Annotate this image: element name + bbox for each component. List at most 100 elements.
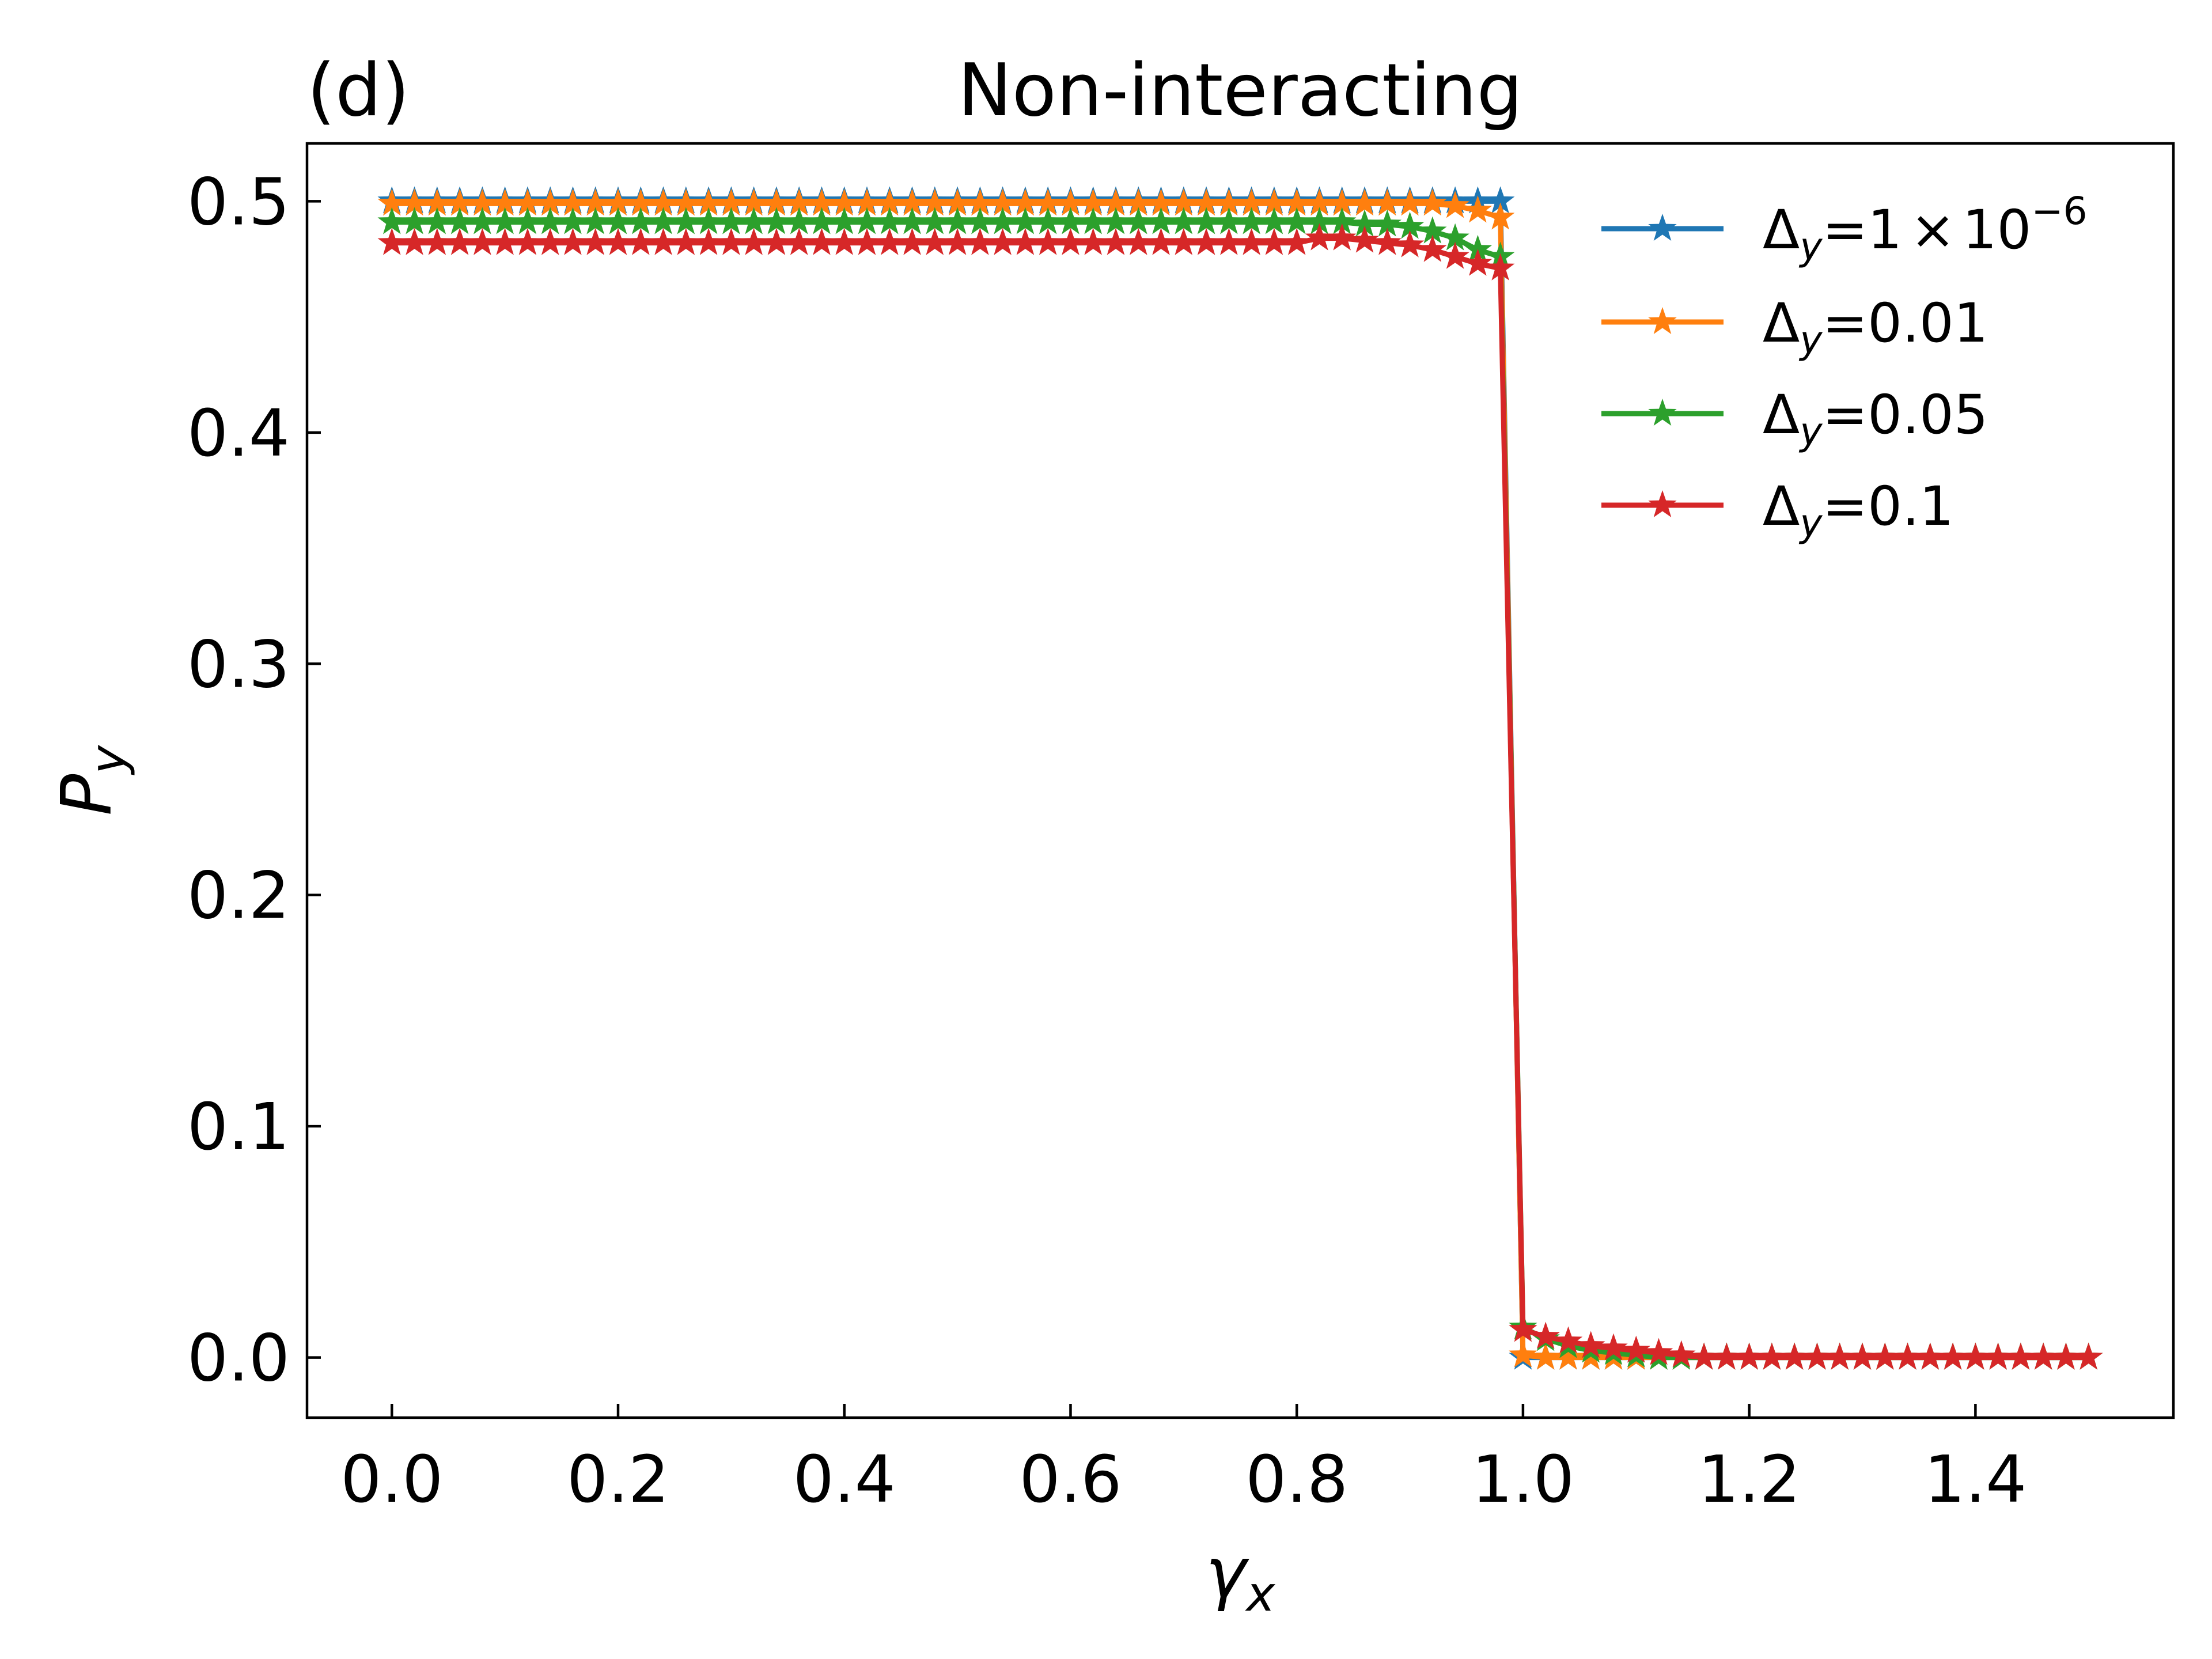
y-axis-label: Py — [47, 745, 136, 816]
data-point — [1531, 1321, 1560, 1349]
legend-marker-4 — [1648, 490, 1677, 517]
data-point — [1056, 228, 1085, 255]
x-tick-label: 0.6 — [1019, 1442, 1122, 1517]
legend-entry-2: Δy=0.01 — [1601, 292, 1988, 362]
data-point — [1870, 1342, 1899, 1370]
legend-marker-2 — [1648, 307, 1677, 334]
data-point — [649, 228, 678, 255]
data-point — [1554, 1342, 1583, 1370]
data-point — [1848, 1342, 1877, 1370]
data-point — [785, 228, 813, 255]
data-point — [1124, 207, 1153, 234]
data-point — [672, 188, 700, 216]
data-point — [581, 188, 610, 216]
legend-marker-3 — [1648, 399, 1677, 426]
data-point — [830, 207, 859, 234]
data-point — [1916, 1342, 1945, 1370]
series-line — [392, 236, 2089, 1361]
data-point — [490, 228, 520, 255]
data-point — [1509, 1340, 1537, 1368]
data-point — [1690, 1342, 1718, 1370]
data-point — [1486, 202, 1515, 230]
data-point — [377, 207, 406, 234]
data-point — [558, 207, 588, 234]
y-tick-label: 0.4 — [187, 396, 290, 471]
data-point — [1441, 241, 1469, 269]
data-point — [807, 188, 836, 216]
data-point — [1938, 1342, 1967, 1370]
data-point — [853, 188, 881, 216]
data-point — [807, 207, 836, 234]
data-point — [536, 228, 565, 255]
data-point — [377, 188, 406, 216]
legend-entry-1: Δy=1 × 10−6 — [1601, 189, 2088, 269]
data-point — [2006, 1342, 2035, 1370]
data-point — [2051, 1342, 2081, 1370]
y-tick-label: 0.5 — [187, 165, 290, 240]
legend-label-4: Δy=0.1 — [1763, 475, 1954, 546]
data-point — [1802, 1342, 1832, 1370]
data-point — [423, 188, 452, 216]
data-point — [1282, 228, 1311, 255]
data-point — [1373, 228, 1402, 255]
data-point — [1192, 188, 1221, 216]
data-point — [1011, 228, 1040, 255]
y-tick-label: 0.3 — [187, 627, 290, 702]
data-point — [1486, 253, 1515, 281]
data-point — [1554, 1326, 1583, 1354]
data-point — [581, 207, 610, 234]
data-point — [1033, 188, 1062, 216]
data-point — [739, 207, 768, 234]
data-point — [1441, 223, 1469, 251]
data-point — [1260, 228, 1289, 255]
data-point — [1328, 207, 1357, 234]
data-point — [1101, 207, 1130, 234]
data-point — [1599, 1333, 1628, 1361]
data-point — [830, 228, 859, 255]
data-point — [1734, 1342, 1764, 1370]
data-point — [943, 228, 972, 255]
data-point — [943, 207, 972, 234]
data-point — [513, 228, 542, 255]
data-point — [762, 207, 791, 234]
data-point — [1758, 1342, 1786, 1370]
series-2 — [377, 188, 2103, 1370]
data-point — [965, 188, 995, 216]
data-point — [604, 228, 632, 255]
series-4 — [377, 223, 2103, 1370]
data-point — [1486, 186, 1515, 214]
data-point — [1350, 188, 1379, 216]
data-point — [490, 188, 520, 216]
data-point — [558, 228, 588, 255]
y-axis-label-base: P — [47, 774, 127, 816]
data-point — [1033, 207, 1062, 234]
data-point — [1079, 228, 1108, 255]
data-point — [1825, 1342, 1854, 1370]
data-point — [1622, 1335, 1650, 1363]
data-point — [1282, 188, 1311, 216]
data-point — [445, 207, 474, 234]
data-point — [626, 228, 655, 255]
data-point — [875, 188, 904, 216]
data-point — [875, 228, 904, 255]
x-tick-label: 0.2 — [567, 1442, 669, 1517]
data-point — [943, 188, 972, 216]
y-tick-label: 0.2 — [187, 859, 290, 934]
data-point — [445, 228, 474, 255]
data-point — [897, 207, 927, 234]
data-point — [717, 228, 746, 255]
y-tick-label: 0.1 — [187, 1090, 290, 1165]
series-3 — [377, 207, 2103, 1370]
data-point — [853, 207, 881, 234]
data-point — [1079, 207, 1108, 234]
data-point — [1146, 207, 1176, 234]
data-point — [921, 207, 949, 234]
data-point — [965, 207, 995, 234]
data-point — [649, 207, 678, 234]
data-point — [785, 207, 813, 234]
x-tick-label: 0.4 — [793, 1442, 896, 1517]
data-point — [1328, 223, 1357, 251]
data-point — [672, 207, 700, 234]
data-point — [1169, 207, 1198, 234]
